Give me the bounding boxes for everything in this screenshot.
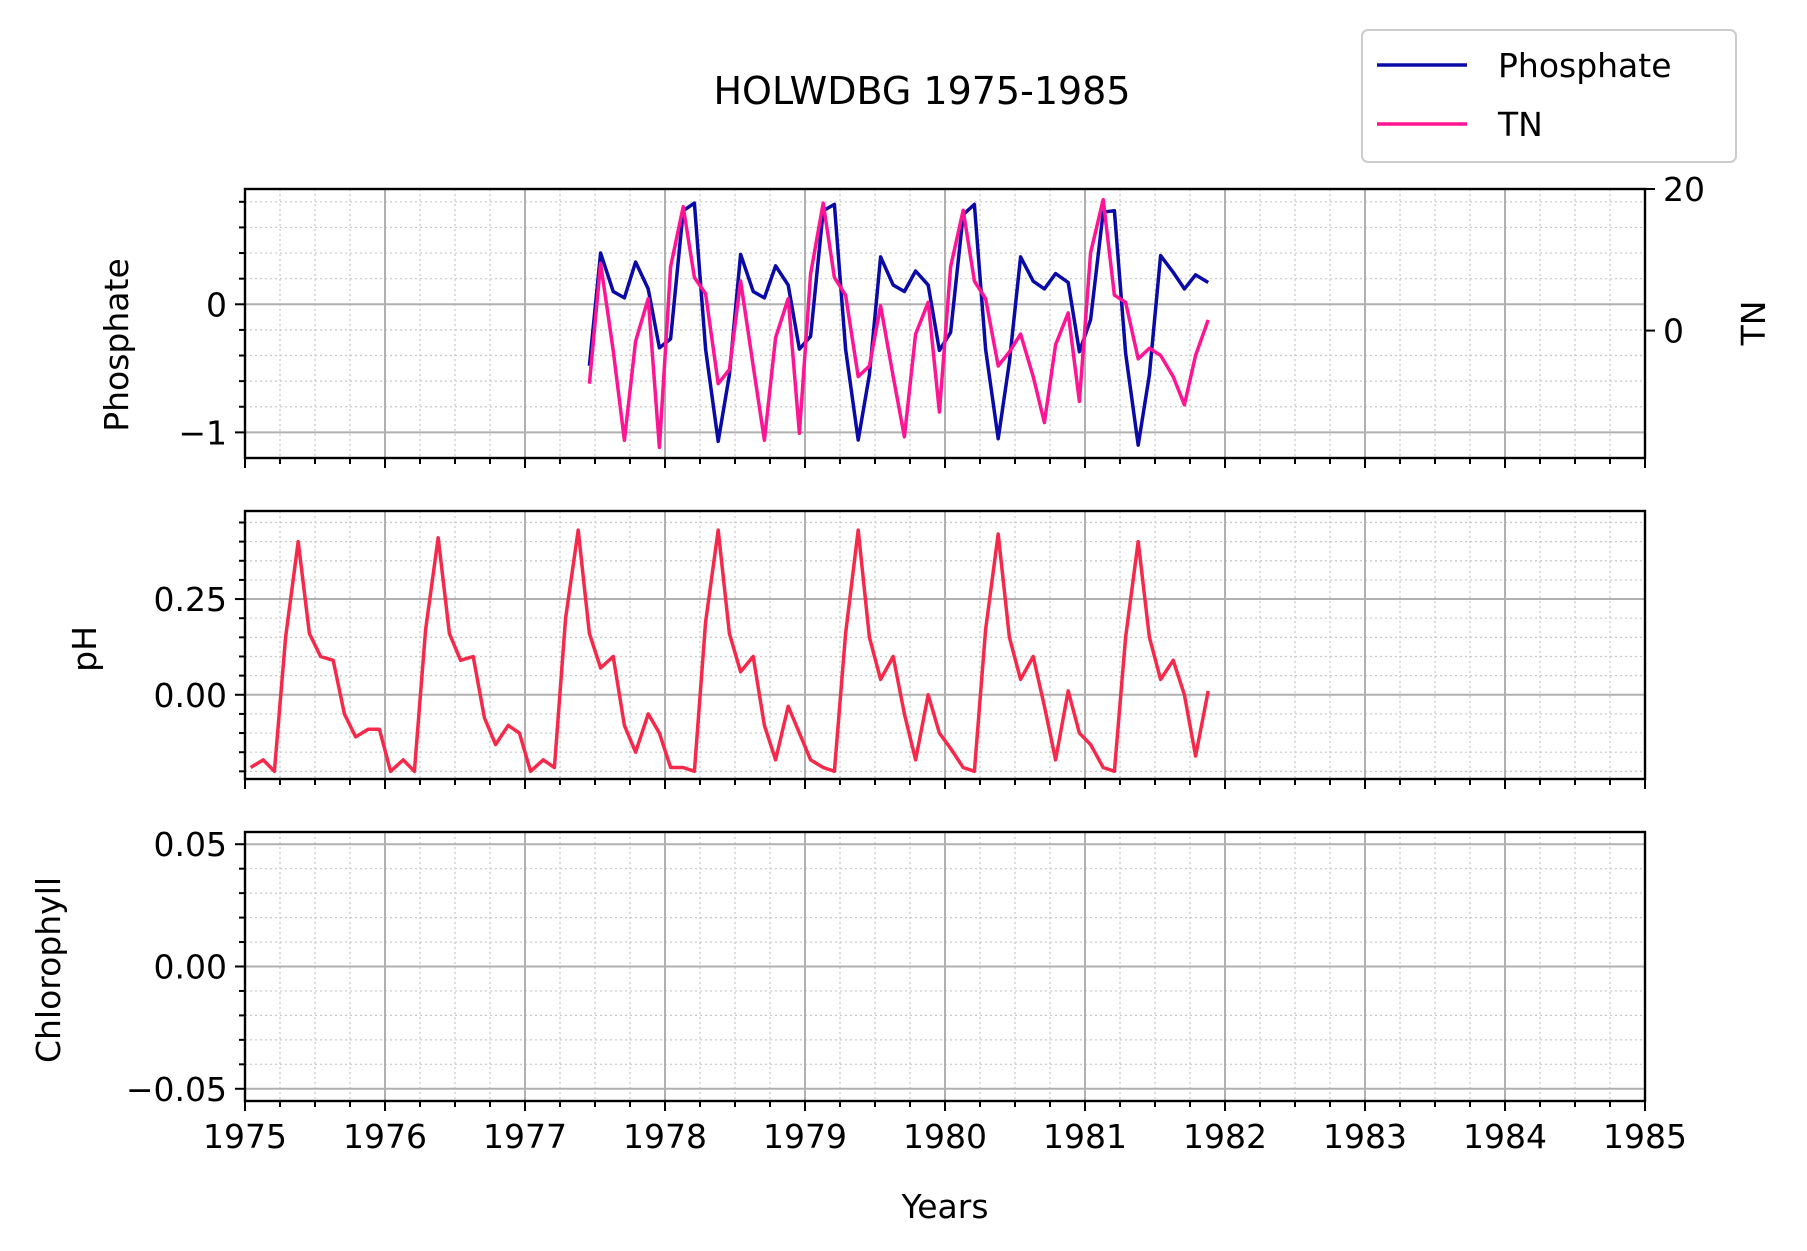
legend: Phosphate TN <box>1361 29 1737 163</box>
y-tick-label: 0.00 <box>154 948 227 987</box>
x-tick-label: 1976 <box>343 1117 427 1156</box>
legend-box <box>1361 29 1737 163</box>
ph-panel: 0.25 0.00 <box>154 509 1647 789</box>
chlorophyll-axis-label: Chlorophyll <box>29 877 68 1063</box>
y-tick-label: −0.05 <box>126 1070 227 1109</box>
x-tick-label: 1979 <box>763 1117 847 1156</box>
x-tick-label: 1983 <box>1323 1117 1407 1156</box>
y2-tick-label: 20 <box>1663 170 1705 209</box>
years-axis-label: Years <box>900 1187 988 1226</box>
series-line-ph <box>249 528 1210 774</box>
series-line-tn <box>587 197 1210 450</box>
ph-axis-label: pH <box>65 626 104 672</box>
x-tick-label: 1980 <box>903 1117 987 1156</box>
chart-title: HOLWDBG 1975-1985 <box>713 69 1130 113</box>
plot-frame <box>243 509 1647 781</box>
legend-label-tn: TN <box>1497 105 1543 144</box>
y-tick-label: 0.00 <box>154 676 227 715</box>
x-tick-label: 1982 <box>1183 1117 1267 1156</box>
x-tick-label: 1977 <box>483 1117 567 1156</box>
y-tick-label: 0.25 <box>154 580 227 619</box>
y-tick-label: 0 <box>206 285 227 324</box>
plot-frame <box>243 187 1647 460</box>
tn-axis-label: TN <box>1734 301 1773 347</box>
x-tick-label: 1978 <box>623 1117 707 1156</box>
legend-label-phosphate: Phosphate <box>1498 46 1672 85</box>
chlorophyll-panel: 0.05 0.00 −0.05 1975 1976 1977 1978 1979 1980 198… <box>126 825 1687 1156</box>
y-tick-label: 0.05 <box>154 825 227 864</box>
x-tick-label: 1984 <box>1463 1117 1547 1156</box>
x-tick-label: 1981 <box>1043 1117 1127 1156</box>
y2-tick-label: 0 <box>1663 312 1684 351</box>
x-tick-label: 1985 <box>1603 1117 1687 1156</box>
phosphate-axis-label: Phosphate <box>97 258 136 432</box>
phosphate-tn-panel: 0 −1 20 0 <box>178 170 1705 468</box>
x-tick-label: 1975 <box>203 1117 287 1156</box>
plot-frame <box>243 830 1647 1103</box>
y-tick-label: −1 <box>178 413 227 452</box>
